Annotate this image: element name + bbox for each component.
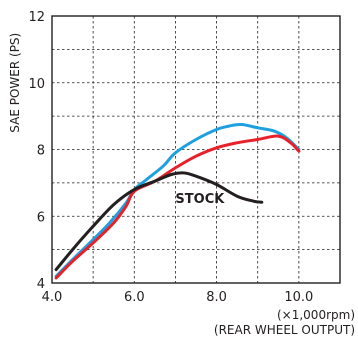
x-tick-label: 4.0 (42, 290, 63, 305)
annotation-label: STOCK (175, 192, 225, 207)
y-tick-label: 12 (28, 10, 45, 25)
x-tick-label: 10.0 (284, 290, 313, 305)
y-tick-label: 10 (28, 77, 45, 92)
x-tick-labels: 4.0 6.0 8.0 10.0 (42, 290, 314, 305)
x-axis-note-label: (REAR WHEEL OUTPUT) (214, 323, 355, 337)
grid-lines (52, 16, 340, 283)
plot-frame (51, 15, 341, 284)
annotations: STOCK (175, 192, 225, 207)
series-lines (54, 122, 301, 280)
series-line-stock (54, 171, 264, 272)
x-tick-label: 8.0 (206, 290, 227, 305)
y-tick-label: 4 (37, 277, 45, 292)
y-tick-label: 6 (37, 210, 45, 225)
y-tick-label: 8 (37, 144, 45, 159)
series-line-red (54, 134, 301, 280)
x-axis-unit-label: (×1,000rpm) (277, 308, 355, 322)
y-tick-labels: 4 6 8 10 12 (28, 10, 45, 292)
y-axis-label: SAE POWER (PS) (8, 33, 22, 133)
x-tick-label: 6.0 (124, 290, 145, 305)
series-line-blue (54, 122, 301, 278)
